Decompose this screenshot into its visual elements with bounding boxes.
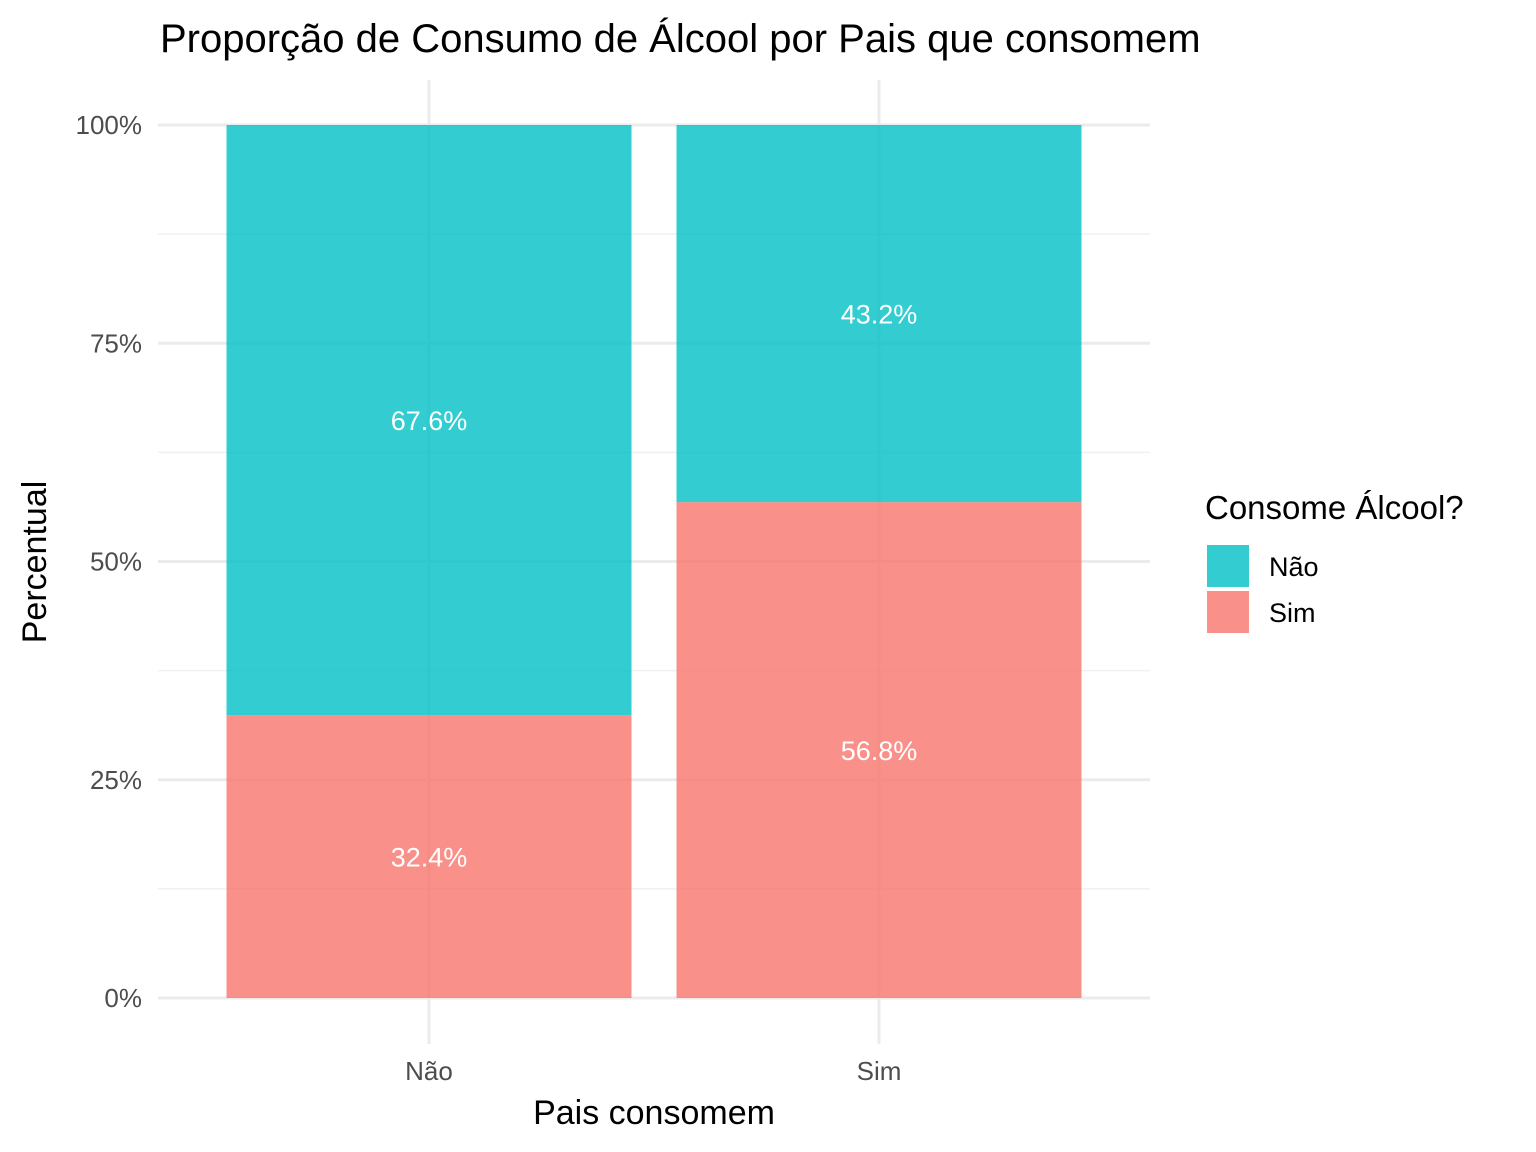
legend-key bbox=[1207, 545, 1249, 587]
legend-items: Não Sim bbox=[1207, 545, 1319, 633]
y-tick-label: 75% bbox=[90, 328, 142, 358]
data-label: 67.6% bbox=[391, 406, 468, 436]
y-tick-label: 25% bbox=[90, 765, 142, 795]
y-axis-ticks: 0% 25% 50% 75% 100% bbox=[76, 110, 143, 1013]
x-axis-title: Pais consomem bbox=[533, 1094, 775, 1132]
legend: Consome Álcool? Não Sim bbox=[1205, 489, 1464, 633]
chart-title: Proporção de Consumo de Álcool por Pais … bbox=[160, 16, 1201, 61]
bar-labels: 32.4% 67.6% 56.8% 43.2% bbox=[391, 300, 918, 873]
y-axis-title: Percentual bbox=[16, 481, 54, 644]
legend-title: Consome Álcool? bbox=[1205, 489, 1464, 526]
y-tick-label: 100% bbox=[76, 110, 143, 140]
legend-label: Não bbox=[1269, 552, 1319, 582]
data-label: 32.4% bbox=[391, 843, 468, 873]
bars bbox=[226, 125, 1082, 998]
bar-n-o bbox=[676, 125, 1082, 503]
bar-n-o bbox=[226, 125, 632, 716]
legend-key bbox=[1207, 591, 1249, 633]
bar-sim bbox=[226, 715, 632, 998]
bar-sim bbox=[676, 502, 1082, 998]
x-axis-ticks: Não Sim bbox=[405, 1056, 901, 1086]
x-tick-label: Sim bbox=[857, 1056, 902, 1086]
data-label: 56.8% bbox=[841, 736, 918, 766]
y-tick-label: 0% bbox=[104, 983, 142, 1013]
legend-label: Sim bbox=[1269, 598, 1316, 628]
x-tick-label: Não bbox=[405, 1056, 453, 1086]
data-label: 43.2% bbox=[841, 300, 918, 330]
y-tick-label: 50% bbox=[90, 547, 142, 577]
